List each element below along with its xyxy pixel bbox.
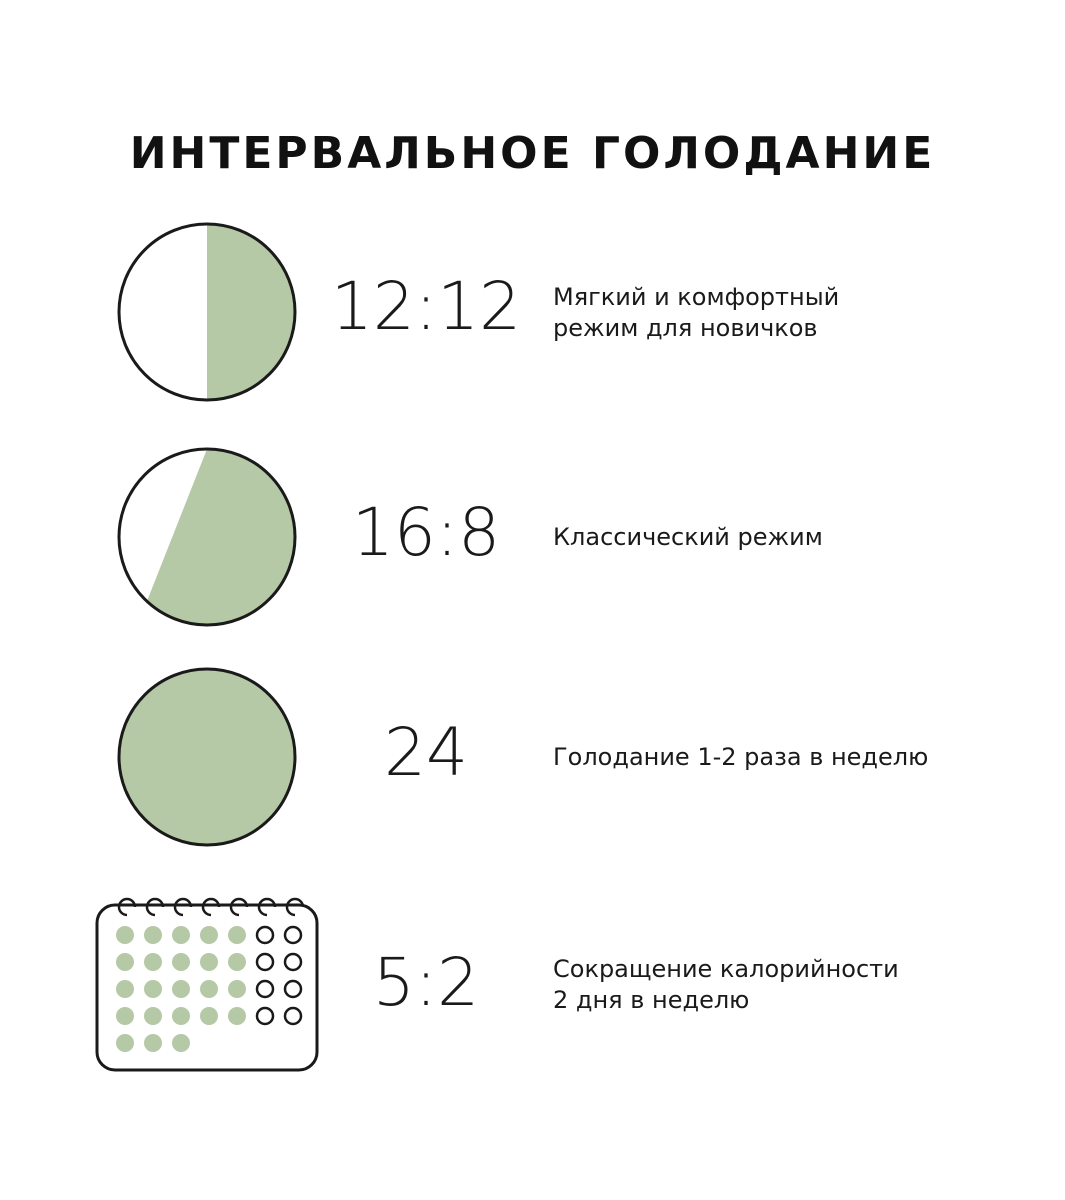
calendar-day-filled (172, 953, 190, 971)
calendar-day-filled (172, 980, 190, 998)
mode-description: Сокращение калорийности 2 дня в неделю (553, 955, 899, 1014)
page-title: ИНТЕРВАЛЬНОЕ ГОЛОДАНИЕ (129, 128, 936, 179)
calendar-day-filled (116, 926, 134, 944)
calendar-ring (257, 897, 277, 917)
calendar-day-filled (200, 926, 218, 944)
mode-ratio: 5:2 (372, 944, 480, 1021)
calendar-day-empty (283, 979, 303, 999)
calendar-day-filled (172, 1034, 190, 1052)
calendar-day-filled (144, 926, 162, 944)
fasting-sector (117, 667, 297, 847)
calendar-day-filled (144, 1034, 162, 1052)
calendar-ring (117, 897, 137, 917)
fasting-sector (207, 224, 295, 400)
mode-description: Голодание 1-2 раза в неделю (553, 743, 929, 771)
calendar-ring (201, 897, 221, 917)
fasting-sector (147, 448, 296, 625)
calendar-day-filled (116, 953, 134, 971)
calendar-day-filled (172, 926, 190, 944)
clock-24-icon (117, 667, 297, 847)
calendar-ring (229, 897, 249, 917)
calendar-day-filled (116, 1007, 134, 1025)
calendar-day-filled (116, 980, 134, 998)
calendar-day-empty (255, 925, 275, 945)
calendar-day-filled (172, 1007, 190, 1025)
mode-description: Мягкий и комфортный режим для новичков (553, 283, 840, 342)
calendar-day-empty (283, 1006, 303, 1026)
mode-ratio: 16:8 (351, 494, 501, 571)
calendar-day-filled (116, 1034, 134, 1052)
clock-16-8-icon (117, 447, 297, 627)
calendar-day-filled (144, 953, 162, 971)
mode-description: Классический режим (553, 523, 823, 551)
mode-ratio: 12:12 (330, 268, 522, 345)
calendar-ring (285, 897, 305, 917)
calendar-day-filled (200, 1007, 218, 1025)
calendar-day-empty (255, 1006, 275, 1026)
calendar-day-empty (283, 952, 303, 972)
calendar-ring (173, 897, 193, 917)
calendar-day-empty (283, 925, 303, 945)
calendar-ring (145, 897, 165, 917)
calendar-day-empty (255, 952, 275, 972)
calendar-day-filled (144, 980, 162, 998)
calendar-day-filled (200, 953, 218, 971)
calendar-day-filled (200, 980, 218, 998)
calendar-day-filled (228, 1007, 246, 1025)
calendar-day-filled (228, 980, 246, 998)
mode-ratio: 24 (384, 714, 468, 791)
clock-12-12-icon (117, 222, 297, 402)
calendar-day-empty (255, 979, 275, 999)
calendar-day-filled (144, 1007, 162, 1025)
calendar-day-filled (228, 953, 246, 971)
calendar-icon (95, 897, 319, 1072)
calendar-day-filled (228, 926, 246, 944)
